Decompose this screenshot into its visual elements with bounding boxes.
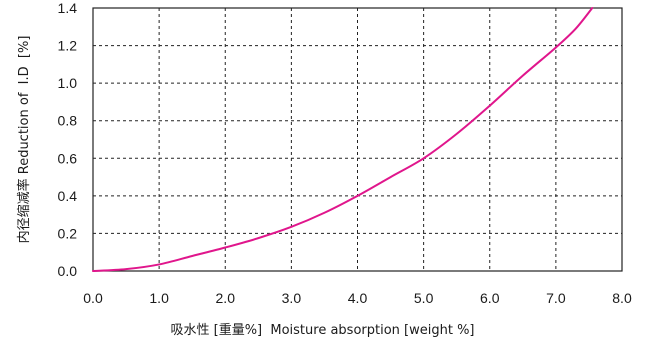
x-tick-label: 3.0: [282, 290, 302, 306]
series-line: [92, 7, 594, 272]
x-tick-labels: 0.0 1.0 2.0 3.0 4.0 5.0 6.0 7.0 8.0: [83, 290, 632, 306]
series-layer: [92, 7, 594, 272]
y-tick-label: 0.2: [58, 225, 78, 241]
x-tick-label: 5.0: [414, 290, 434, 306]
plot-frame: [92, 7, 623, 272]
x-tick-label: 7.0: [546, 290, 566, 306]
x-tick-label: 6.0: [480, 290, 500, 306]
y-tick-label: 0.0: [58, 263, 78, 279]
y-tick-label: 1.4: [58, 0, 78, 16]
x-tick-label: 0.0: [83, 290, 103, 306]
y-axis-label: 内径缩减率 Reduction of I.D [%]: [16, 36, 32, 244]
y-tick-labels: 0.0 0.2 0.4 0.6 0.8 1.0 1.2 1.4: [58, 0, 78, 279]
grid-lines: [93, 8, 622, 271]
y-tick-label: 0.8: [58, 113, 78, 129]
x-tick-label: 2.0: [216, 290, 236, 306]
x-axis-label: 吸水性 [重量%] Moisture absorption [weight %]: [170, 322, 474, 338]
x-tick-label: 4.0: [348, 290, 368, 306]
y-tick-label: 0.4: [58, 188, 78, 204]
y-tick-label: 0.6: [58, 150, 78, 166]
y-tick-label: 1.2: [58, 38, 78, 54]
x-tick-label: 1.0: [149, 290, 169, 306]
x-tick-label: 8.0: [612, 290, 632, 306]
y-tick-label: 1.0: [58, 75, 78, 91]
